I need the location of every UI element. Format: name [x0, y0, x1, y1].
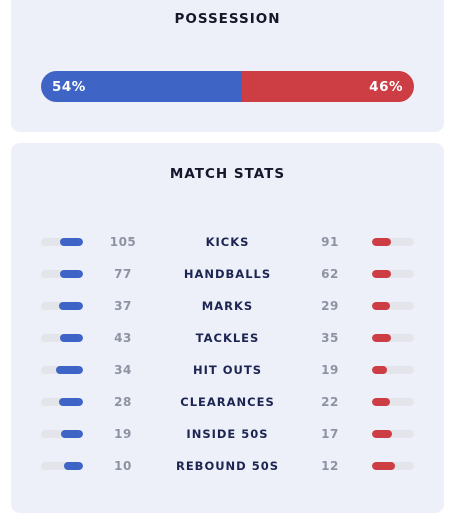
possession-away-segment: 46%: [242, 71, 414, 102]
home-stat-fill: [60, 238, 83, 246]
away-stat-bar: [372, 366, 414, 374]
away-stat-value: 62: [321, 267, 339, 281]
home-stat-bar: [41, 462, 83, 470]
home-stat-bar: [41, 430, 83, 438]
away-stat-bar: [372, 430, 414, 438]
stat-row: 19 INSIDE 50S 17: [11, 424, 444, 444]
possession-home-segment: 54%: [41, 71, 243, 102]
stat-label: TACKLES: [195, 331, 260, 345]
home-stat-bar: [41, 302, 83, 310]
possession-bar: 54% 46%: [41, 71, 414, 102]
away-stat-bar: [372, 398, 414, 406]
away-stat-value: 12: [321, 459, 339, 473]
home-stat-bar: [41, 270, 83, 278]
match-stats-card: MATCH STATS 105 KICKS 91 77 HANDBALLS 62 37 MAR…: [11, 143, 444, 513]
home-stat-fill: [56, 366, 83, 374]
home-stat-fill: [64, 462, 83, 470]
stat-label: HANDBALLS: [183, 267, 272, 281]
home-stat-bar: [41, 366, 83, 374]
away-stat-fill: [372, 398, 390, 406]
away-stat-bar: [372, 462, 414, 470]
away-stat-value: 22: [321, 395, 339, 409]
possession-title: POSSESSION: [174, 11, 281, 27]
stat-label: MARKS: [201, 299, 254, 313]
home-stat-value: 77: [114, 267, 132, 281]
stat-row: 43 TACKLES 35: [11, 328, 444, 348]
home-stat-value: 37: [114, 299, 132, 313]
home-stat-value: 28: [114, 395, 132, 409]
stat-row: 10 REBOUND 50S 12: [11, 456, 444, 476]
away-stat-fill: [372, 366, 387, 374]
home-stat-bar: [41, 398, 83, 406]
home-stat-fill: [60, 270, 83, 278]
stat-row: 28 CLEARANCES 22: [11, 392, 444, 412]
away-stat-bar: [372, 302, 414, 310]
home-stat-fill: [59, 302, 83, 310]
home-stat-value: 105: [109, 235, 137, 249]
stat-row: 77 HANDBALLS 62: [11, 264, 444, 284]
stat-label: INSIDE 50S: [186, 427, 269, 441]
away-stat-fill: [372, 462, 395, 470]
away-stat-fill: [372, 334, 391, 342]
possession-card: POSSESSION 54% 46%: [11, 0, 444, 132]
home-stat-fill: [60, 334, 83, 342]
home-stat-value: 43: [114, 331, 132, 345]
home-stat-value: 19: [114, 427, 132, 441]
away-stat-bar: [372, 238, 414, 246]
home-stat-bar: [41, 334, 83, 342]
away-stat-value: 29: [321, 299, 339, 313]
away-stat-fill: [372, 238, 391, 246]
away-stat-value: 17: [321, 427, 339, 441]
stat-label: REBOUND 50S: [175, 459, 280, 473]
away-stat-value: 35: [321, 331, 339, 345]
away-stat-bar: [372, 334, 414, 342]
possession-away-label: 46%: [369, 78, 403, 95]
home-stat-bar: [41, 238, 83, 246]
possession-home-label: 54%: [52, 78, 86, 95]
away-stat-fill: [372, 270, 391, 278]
away-stat-fill: [372, 430, 392, 438]
stat-row: 34 HIT OUTS 19: [11, 360, 444, 380]
home-stat-fill: [61, 430, 83, 438]
stat-label: KICKS: [205, 235, 250, 249]
away-stat-fill: [372, 302, 390, 310]
stat-label: CLEARANCES: [180, 395, 275, 409]
stat-label: HIT OUTS: [193, 363, 262, 377]
home-stat-value: 10: [114, 459, 132, 473]
away-stat-bar: [372, 270, 414, 278]
away-stat-value: 91: [321, 235, 339, 249]
match-stats-title: MATCH STATS: [169, 166, 286, 182]
home-stat-fill: [59, 398, 83, 406]
stat-row: 105 KICKS 91: [11, 232, 444, 252]
away-stat-value: 19: [321, 363, 339, 377]
home-stat-value: 34: [114, 363, 132, 377]
stat-row: 37 MARKS 29: [11, 296, 444, 316]
